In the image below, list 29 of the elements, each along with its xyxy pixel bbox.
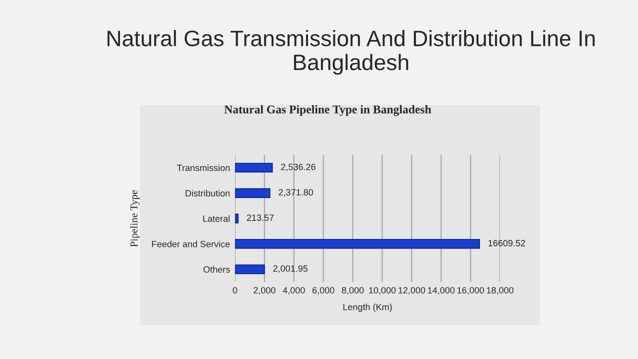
x-tick-label: 16,000 [457,287,484,295]
x-tick-label: 12,000 [398,287,426,295]
y-axis-title: Pipeline Type [130,190,140,247]
x-tick-label: 14,000 [428,287,455,295]
bar [235,264,265,274]
x-tick-label: 10,000 [369,287,396,295]
bar [235,239,480,249]
chart-subtitle: Natural Gas Pipeline Type in Bangladesh [224,105,432,116]
bar [235,162,273,173]
x-tick-label: 8,000 [342,287,364,295]
x-tick-label: 6,000 [312,287,334,295]
bar [235,214,239,224]
data-label: 2,001.95 [273,265,308,273]
data-label: 2,536.26 [281,164,316,172]
data-label: 213.57 [246,214,274,221]
y-tick-label: Transmission [177,164,230,172]
y-tick-label: Distribution [186,190,230,196]
x-tick-label: 2,000 [254,287,276,295]
x-tick-label: 0 [232,287,238,294]
x-axis-title: Length (Km) [343,304,392,312]
data-label: 2,371.80 [278,189,314,197]
y-tick-label: Feeder and Service [152,240,230,248]
y-tick-label: Others [203,266,230,273]
chart-title: Natural Gas Transmission And Distribution Line In Bangladesh [108,30,595,75]
bar [235,188,270,198]
x-tick-label: 18,000 [486,287,514,295]
data-label: 16609.52 [488,240,526,246]
y-tick-label: Lateral [203,215,230,222]
x-tick-label: 4,000 [282,287,305,295]
